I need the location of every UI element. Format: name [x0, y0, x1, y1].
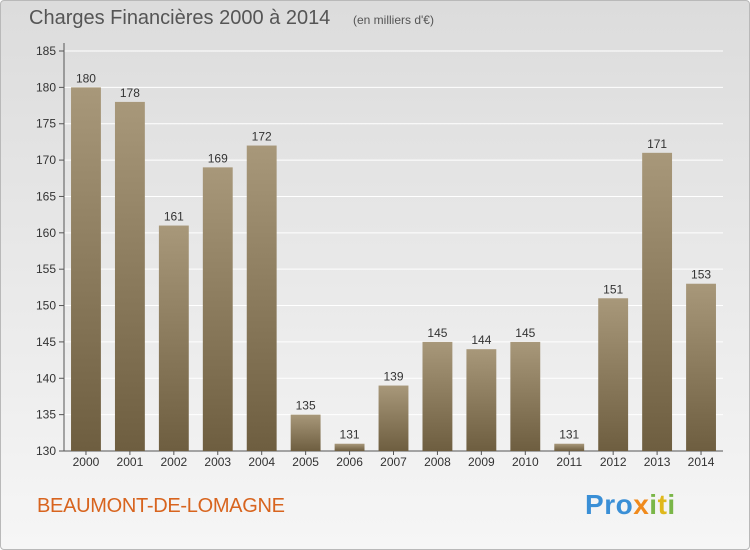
y-tick-label: 145 — [36, 335, 56, 349]
bar — [290, 414, 321, 451]
bar — [158, 225, 189, 451]
logo-letter: t — [657, 489, 668, 520]
x-tick-label: 2005 — [292, 455, 319, 469]
bar — [686, 283, 716, 451]
bar — [422, 341, 453, 451]
x-tick-label: 2014 — [688, 455, 715, 469]
data-label: 172 — [252, 130, 272, 144]
y-tick-label: 135 — [36, 408, 56, 422]
data-label: 151 — [603, 282, 623, 296]
y-tick-label: 165 — [36, 189, 56, 203]
data-label: 171 — [647, 137, 667, 151]
y-tick-label: 175 — [36, 117, 56, 131]
data-label: 145 — [515, 326, 535, 340]
logo-letter: x — [633, 489, 650, 520]
x-tick-label: 2011 — [556, 455, 582, 469]
x-tick-label: 2001 — [117, 455, 144, 469]
data-label: 135 — [296, 399, 316, 413]
chart-unit: (en milliers d'€) — [353, 13, 434, 27]
x-tick-label: 2003 — [204, 455, 231, 469]
bar — [598, 298, 629, 451]
bar — [554, 443, 585, 451]
commune-name: BEAUMONT-DE-LOMAGNE — [37, 495, 285, 517]
x-tick-label: 2008 — [424, 455, 451, 469]
chart-title: Charges Financières 2000 à 2014 — [29, 7, 331, 29]
logo-letter: o — [615, 489, 634, 520]
x-tick-label: 2000 — [73, 455, 100, 469]
x-tick-label: 2009 — [468, 455, 495, 469]
y-tick-label: 180 — [36, 80, 56, 94]
data-label: 131 — [340, 428, 360, 442]
data-label: 169 — [208, 151, 228, 165]
bar — [642, 152, 673, 451]
x-tick-label: 2013 — [644, 455, 671, 469]
bar — [466, 349, 497, 451]
data-label: 144 — [471, 333, 491, 347]
y-tick-label: 155 — [36, 262, 56, 276]
x-tick-label: 2010 — [512, 455, 539, 469]
logo-letter: i — [649, 489, 658, 520]
y-tick-label: 130 — [36, 444, 56, 458]
x-tick-label: 2012 — [600, 455, 627, 469]
bar — [71, 87, 101, 451]
data-label: 139 — [383, 370, 403, 384]
x-tick-label: 2004 — [248, 455, 275, 469]
y-tick-label: 140 — [36, 371, 56, 385]
y-tick-label: 160 — [36, 226, 56, 240]
y-tick-label: 170 — [36, 153, 56, 167]
data-label: 145 — [427, 326, 447, 340]
bar — [202, 167, 233, 451]
bar — [334, 443, 365, 451]
bar — [378, 385, 409, 451]
bar — [114, 101, 145, 451]
logo-letter: P — [585, 489, 605, 520]
data-label: 178 — [120, 86, 140, 100]
y-tick-label: 185 — [36, 44, 56, 58]
logo-letter: r — [604, 489, 616, 520]
bar — [510, 341, 541, 451]
x-tick-label: 2002 — [160, 455, 187, 469]
bar — [246, 145, 277, 451]
data-label: 180 — [76, 71, 96, 85]
x-tick-label: 2006 — [336, 455, 363, 469]
data-label: 131 — [559, 428, 579, 442]
data-label: 161 — [164, 210, 184, 224]
logo-letter: i — [667, 489, 676, 520]
data-label: 153 — [691, 268, 711, 282]
y-tick-label: 150 — [36, 299, 56, 313]
proxiti-logo[interactable]: Proxiti — [585, 489, 676, 521]
x-tick-label: 2007 — [380, 455, 407, 469]
